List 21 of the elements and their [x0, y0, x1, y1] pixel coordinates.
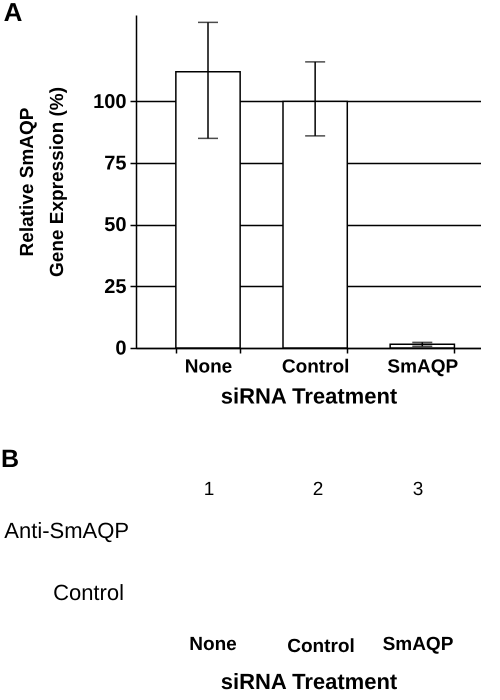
chart-title: A [4, 0, 23, 27]
y-tick-label: 100 [93, 90, 126, 113]
x-tick-label: SmAQP [387, 356, 458, 378]
text: siRNA Treatment [220, 669, 398, 694]
y-tick-label: 0 [115, 338, 126, 360]
text: Anti-SmAQP [4, 518, 129, 543]
text: None [189, 634, 237, 655]
text: Control [287, 636, 355, 657]
x-tick-label: Control [282, 356, 350, 378]
x-axis-title: siRNA Treatment [220, 384, 398, 408]
text: Control [53, 580, 124, 605]
y-tick-label: 25 [104, 276, 126, 298]
y-axis-title: Relative SmAQP Gene Expression (%) [17, 86, 68, 278]
y-tick-label: 50 [104, 214, 126, 236]
text: 2 [312, 479, 324, 500]
x-tick-label: None [184, 356, 232, 378]
text: B [0, 445, 20, 473]
text: SmAQP [382, 634, 454, 655]
text: 1 [204, 479, 214, 500]
text: 3 [412, 479, 424, 500]
y-tick-label: 75 [104, 152, 126, 174]
